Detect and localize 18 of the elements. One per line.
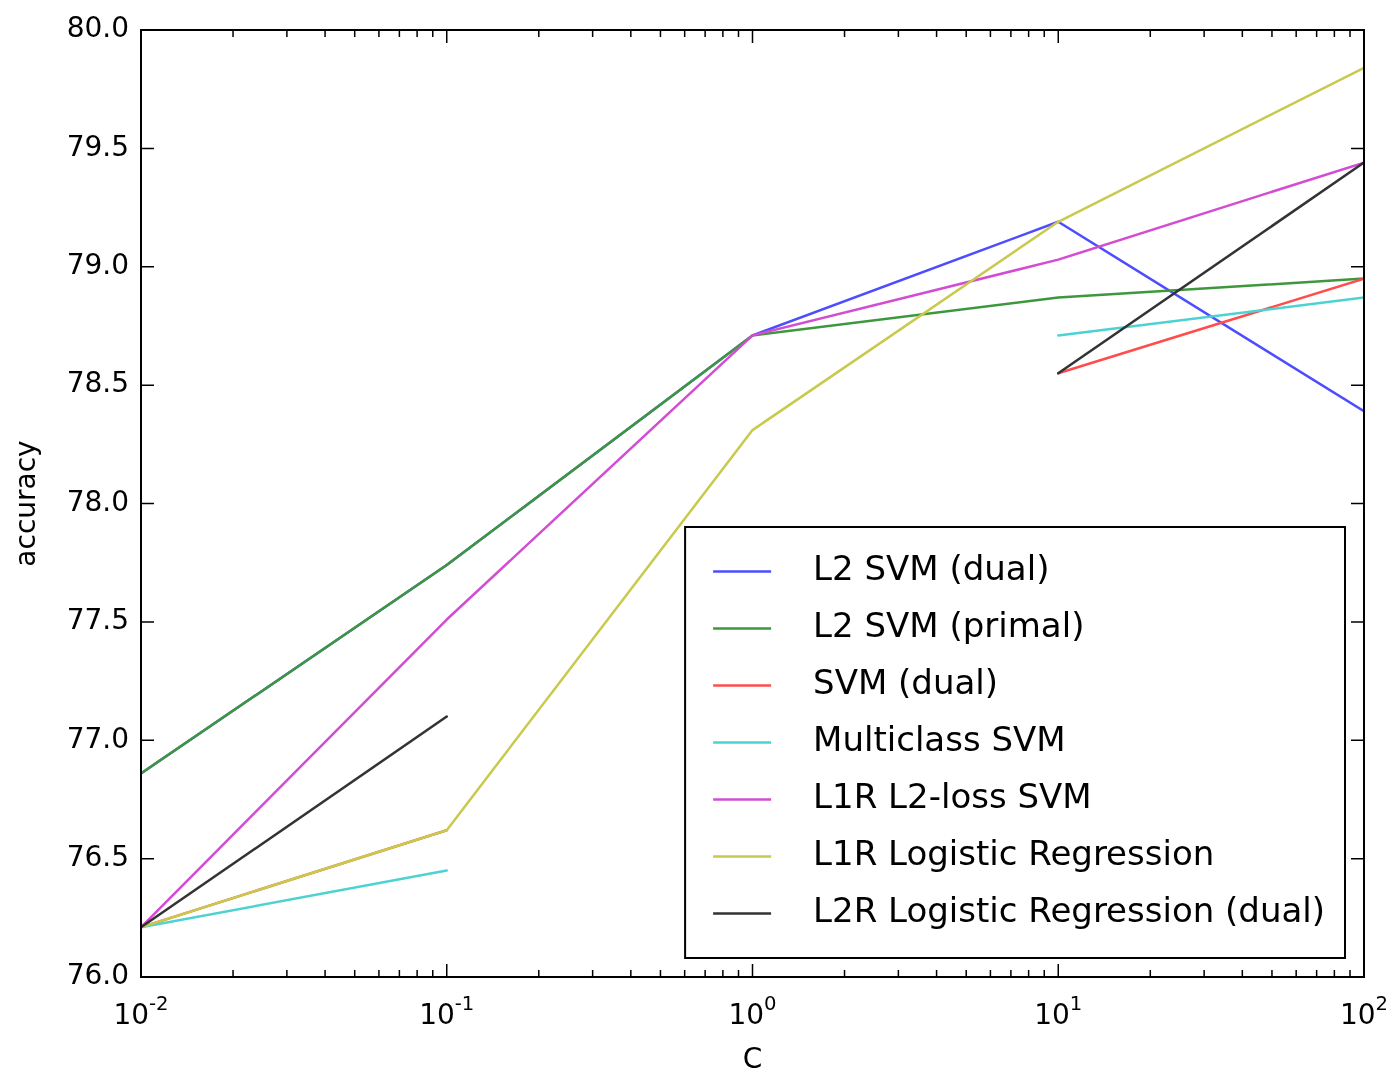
y-tick-label: 76.0 <box>66 958 129 992</box>
y-tick-label: 77.0 <box>66 721 129 755</box>
y-axis-title: accuracy <box>9 440 43 567</box>
legend-label: L2 SVM (dual) <box>813 548 1050 589</box>
legend-label: L1R Logistic Regression <box>813 833 1215 874</box>
y-tick-label: 77.5 <box>66 603 129 637</box>
legend-label: L2 SVM (primal) <box>813 605 1085 646</box>
y-tick-label: 76.5 <box>66 839 129 873</box>
legend-label: L2R Logistic Regression (dual) <box>813 890 1326 931</box>
legend-label: Multiclass SVM <box>813 719 1066 760</box>
y-tick-label: 79.5 <box>66 129 129 163</box>
x-axis-title: C <box>742 1042 763 1073</box>
y-tick-label: 80.0 <box>66 11 129 45</box>
legend-label: SVM (dual) <box>813 662 999 703</box>
y-tick-label: 78.0 <box>66 484 129 518</box>
y-tick-label: 78.5 <box>66 366 129 400</box>
legend-label: L1R L2-loss SVM <box>813 776 1092 817</box>
y-tick-label: 79.0 <box>66 248 129 282</box>
